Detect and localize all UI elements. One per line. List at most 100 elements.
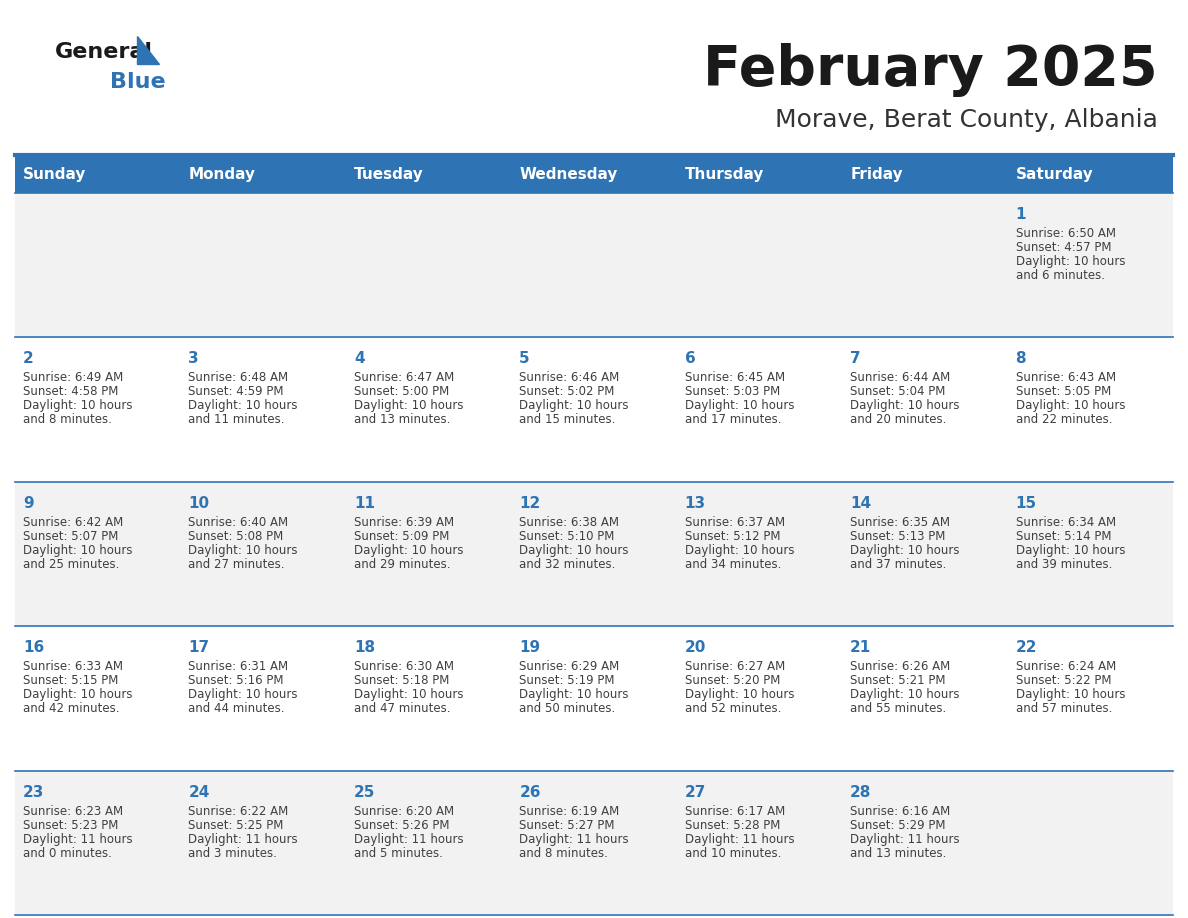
Text: Sunset: 5:25 PM: Sunset: 5:25 PM <box>189 819 284 832</box>
Text: 11: 11 <box>354 496 375 510</box>
Text: Daylight: 10 hours: Daylight: 10 hours <box>189 543 298 557</box>
Text: Daylight: 10 hours: Daylight: 10 hours <box>189 399 298 412</box>
Text: Sunrise: 6:48 AM: Sunrise: 6:48 AM <box>189 372 289 385</box>
Text: Sunset: 5:10 PM: Sunset: 5:10 PM <box>519 530 614 543</box>
Text: Sunrise: 6:16 AM: Sunrise: 6:16 AM <box>851 804 950 818</box>
Text: Sunrise: 6:43 AM: Sunrise: 6:43 AM <box>1016 372 1116 385</box>
Text: Sunset: 4:58 PM: Sunset: 4:58 PM <box>23 386 119 398</box>
Text: Saturday: Saturday <box>1016 166 1093 182</box>
Text: Daylight: 11 hours: Daylight: 11 hours <box>851 833 960 845</box>
Text: 6: 6 <box>684 352 695 366</box>
Text: and 5 minutes.: and 5 minutes. <box>354 846 443 859</box>
Text: 13: 13 <box>684 496 706 510</box>
Text: Sunrise: 6:31 AM: Sunrise: 6:31 AM <box>189 660 289 673</box>
Text: Daylight: 11 hours: Daylight: 11 hours <box>189 833 298 845</box>
Text: Monday: Monday <box>189 166 255 182</box>
Text: and 29 minutes.: and 29 minutes. <box>354 558 450 571</box>
Text: General: General <box>55 42 153 62</box>
Text: Sunset: 4:57 PM: Sunset: 4:57 PM <box>1016 241 1111 254</box>
Text: and 42 minutes.: and 42 minutes. <box>23 702 120 715</box>
Text: Sunset: 5:20 PM: Sunset: 5:20 PM <box>684 674 781 688</box>
Text: and 8 minutes.: and 8 minutes. <box>519 846 608 859</box>
Text: Sunset: 5:13 PM: Sunset: 5:13 PM <box>851 530 946 543</box>
Text: 10: 10 <box>189 496 209 510</box>
Text: Daylight: 10 hours: Daylight: 10 hours <box>23 399 133 412</box>
Text: Sunset: 5:00 PM: Sunset: 5:00 PM <box>354 386 449 398</box>
Text: Daylight: 10 hours: Daylight: 10 hours <box>1016 543 1125 557</box>
Text: and 20 minutes.: and 20 minutes. <box>851 413 947 426</box>
Polygon shape <box>137 36 159 64</box>
Text: 28: 28 <box>851 785 872 800</box>
Text: and 8 minutes.: and 8 minutes. <box>23 413 112 426</box>
Text: and 34 minutes.: and 34 minutes. <box>684 558 781 571</box>
Text: Sunrise: 6:45 AM: Sunrise: 6:45 AM <box>684 372 785 385</box>
Text: and 22 minutes.: and 22 minutes. <box>1016 413 1112 426</box>
Text: Sunrise: 6:30 AM: Sunrise: 6:30 AM <box>354 660 454 673</box>
Text: Sunrise: 6:39 AM: Sunrise: 6:39 AM <box>354 516 454 529</box>
Text: Sunrise: 6:49 AM: Sunrise: 6:49 AM <box>23 372 124 385</box>
Text: Sunrise: 6:20 AM: Sunrise: 6:20 AM <box>354 804 454 818</box>
Text: Sunrise: 6:33 AM: Sunrise: 6:33 AM <box>23 660 124 673</box>
Text: 1: 1 <box>1016 207 1026 222</box>
Text: Sunset: 5:03 PM: Sunset: 5:03 PM <box>684 386 781 398</box>
Text: Sunrise: 6:38 AM: Sunrise: 6:38 AM <box>519 516 619 529</box>
Text: 24: 24 <box>189 785 210 800</box>
Text: Daylight: 10 hours: Daylight: 10 hours <box>851 688 960 701</box>
Text: Sunrise: 6:22 AM: Sunrise: 6:22 AM <box>189 804 289 818</box>
Text: and 39 minutes.: and 39 minutes. <box>1016 558 1112 571</box>
Text: Sunset: 5:19 PM: Sunset: 5:19 PM <box>519 674 614 688</box>
Text: Sunset: 5:21 PM: Sunset: 5:21 PM <box>851 674 946 688</box>
Text: February 2025: February 2025 <box>703 43 1158 97</box>
Bar <box>15 338 1173 482</box>
Text: 26: 26 <box>519 785 541 800</box>
Text: 15: 15 <box>1016 496 1037 510</box>
Text: Morave, Berat County, Albania: Morave, Berat County, Albania <box>775 108 1158 132</box>
Text: Wednesday: Wednesday <box>519 166 618 182</box>
Text: Sunrise: 6:19 AM: Sunrise: 6:19 AM <box>519 804 619 818</box>
Text: 27: 27 <box>684 785 706 800</box>
Text: Blue: Blue <box>110 72 165 92</box>
Text: Sunset: 5:14 PM: Sunset: 5:14 PM <box>1016 530 1111 543</box>
Text: 17: 17 <box>189 640 209 655</box>
Text: Daylight: 10 hours: Daylight: 10 hours <box>519 688 628 701</box>
Bar <box>15 482 1173 626</box>
Text: Sunrise: 6:37 AM: Sunrise: 6:37 AM <box>684 516 785 529</box>
Text: 19: 19 <box>519 640 541 655</box>
Text: 21: 21 <box>851 640 871 655</box>
Text: Daylight: 10 hours: Daylight: 10 hours <box>189 688 298 701</box>
Text: and 17 minutes.: and 17 minutes. <box>684 413 782 426</box>
Text: 22: 22 <box>1016 640 1037 655</box>
Text: and 0 minutes.: and 0 minutes. <box>23 846 112 859</box>
Text: Sunrise: 6:17 AM: Sunrise: 6:17 AM <box>684 804 785 818</box>
Text: Daylight: 10 hours: Daylight: 10 hours <box>1016 688 1125 701</box>
Text: Daylight: 10 hours: Daylight: 10 hours <box>684 543 795 557</box>
Text: Sunset: 5:16 PM: Sunset: 5:16 PM <box>189 674 284 688</box>
Text: Sunrise: 6:29 AM: Sunrise: 6:29 AM <box>519 660 619 673</box>
Text: Daylight: 10 hours: Daylight: 10 hours <box>1016 255 1125 268</box>
Text: 3: 3 <box>189 352 200 366</box>
Text: Sunrise: 6:46 AM: Sunrise: 6:46 AM <box>519 372 619 385</box>
Text: 8: 8 <box>1016 352 1026 366</box>
Text: 16: 16 <box>23 640 44 655</box>
Text: Friday: Friday <box>851 166 903 182</box>
Text: Daylight: 11 hours: Daylight: 11 hours <box>354 833 463 845</box>
Text: Sunset: 5:29 PM: Sunset: 5:29 PM <box>851 819 946 832</box>
Text: Sunrise: 6:23 AM: Sunrise: 6:23 AM <box>23 804 124 818</box>
Text: Sunrise: 6:40 AM: Sunrise: 6:40 AM <box>189 516 289 529</box>
Text: and 55 minutes.: and 55 minutes. <box>851 702 947 715</box>
Text: Sunset: 5:18 PM: Sunset: 5:18 PM <box>354 674 449 688</box>
Text: 4: 4 <box>354 352 365 366</box>
Text: Sunset: 5:12 PM: Sunset: 5:12 PM <box>684 530 781 543</box>
Text: 25: 25 <box>354 785 375 800</box>
Text: 23: 23 <box>23 785 44 800</box>
Text: Sunset: 5:09 PM: Sunset: 5:09 PM <box>354 530 449 543</box>
Text: and 6 minutes.: and 6 minutes. <box>1016 269 1105 282</box>
Text: Daylight: 10 hours: Daylight: 10 hours <box>519 543 628 557</box>
Bar <box>15 193 1173 338</box>
Text: Daylight: 10 hours: Daylight: 10 hours <box>1016 399 1125 412</box>
Text: Daylight: 10 hours: Daylight: 10 hours <box>354 543 463 557</box>
Text: Sunset: 5:27 PM: Sunset: 5:27 PM <box>519 819 614 832</box>
Text: Sunrise: 6:35 AM: Sunrise: 6:35 AM <box>851 516 950 529</box>
Text: Sunday: Sunday <box>23 166 87 182</box>
Text: Sunrise: 6:26 AM: Sunrise: 6:26 AM <box>851 660 950 673</box>
